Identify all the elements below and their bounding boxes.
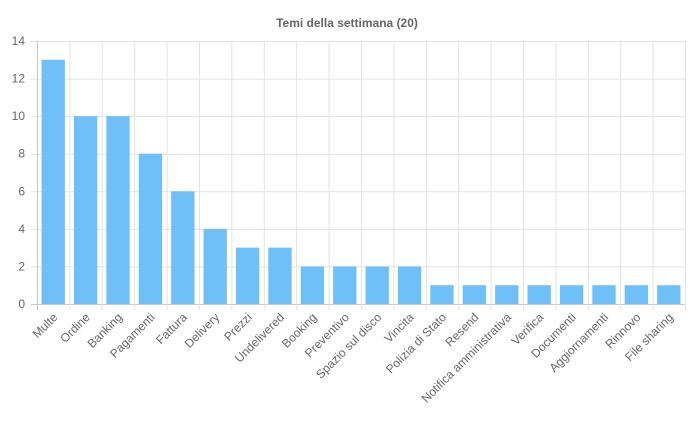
bar[interactable] [430,285,454,304]
bar[interactable] [333,266,357,304]
bar[interactable] [203,228,227,304]
bar[interactable] [171,191,195,304]
y-tick-label: 14 [12,34,26,48]
grid-lines [31,41,686,310]
bar[interactable] [300,266,325,304]
bar[interactable] [592,285,616,304]
bar[interactable] [41,59,65,305]
bar[interactable] [235,247,260,304]
bar[interactable] [73,116,98,305]
y-tick-label: 6 [18,184,25,198]
bars [41,59,681,305]
bar[interactable] [106,116,130,305]
y-tick-label: 4 [18,222,25,236]
bar[interactable] [559,285,584,304]
y-tick-label: 10 [12,109,26,123]
x-axis-ticks: MulteOrdineBankingPagamentiFatturaDelive… [30,310,676,405]
bar[interactable] [495,285,519,304]
bar[interactable] [624,285,649,304]
chart-title: Temi della settimana (20) [276,16,418,30]
y-tick-label: 8 [18,147,25,161]
y-tick-label: 0 [18,297,25,311]
y-tick-label: 2 [18,259,25,273]
bar[interactable] [527,285,551,304]
x-tick-label: Delivery [182,310,223,351]
bar[interactable] [657,285,681,304]
bar[interactable] [365,266,389,304]
y-axis-ticks: 0 2 4 6 8 10 12 14 [12,34,26,311]
y-tick-label: 12 [12,72,26,86]
bar[interactable] [268,247,292,304]
bar[interactable] [138,153,163,304]
bar[interactable] [397,266,422,304]
x-tick-label: Multe [30,310,61,341]
bar[interactable] [462,285,487,304]
